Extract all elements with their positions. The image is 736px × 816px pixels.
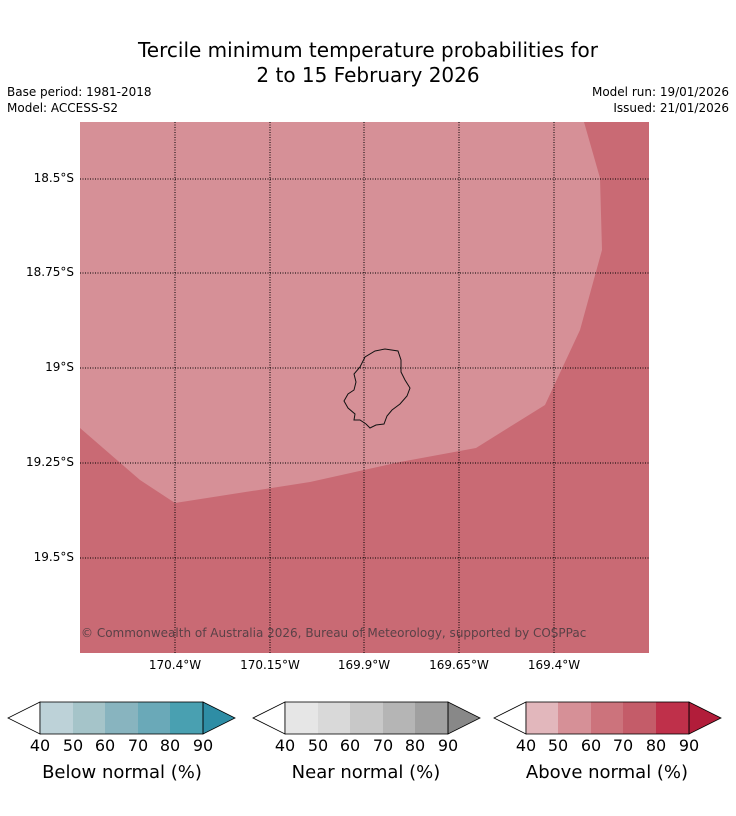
colorbar-swatch: [350, 702, 383, 734]
lat-label: 18.75°S: [26, 265, 74, 279]
colorbar-tick-label: 50: [547, 736, 569, 755]
colorbar-tick-label: 90: [437, 736, 459, 755]
colorbar-swatch: [591, 702, 623, 734]
colorbar-tick-label: 70: [127, 736, 149, 755]
colorbar-frame: [39, 701, 204, 735]
model-name: Model: ACCESS-S2: [7, 101, 119, 115]
lon-label: 170.15°W: [240, 658, 300, 672]
lon-label: 169.65°W: [429, 658, 489, 672]
lon-label: 170.4°W: [148, 658, 202, 672]
colorbar-frame: [284, 701, 449, 735]
colorbar-frame: [525, 701, 690, 735]
colorbar-swatch: [105, 702, 138, 734]
colorbar-swatch: [656, 702, 689, 734]
colorbar-swatch: [383, 702, 415, 734]
colorbar-lower-extension: [7, 701, 41, 735]
lon-label: 169.9°W: [337, 658, 391, 672]
lon-label: 169.4°W: [527, 658, 581, 672]
colorbar-tick-label: 40: [29, 736, 51, 755]
colorbar-label-below-normal: Below normal (%): [42, 762, 202, 783]
colorbar-tick-label: 60: [580, 736, 602, 755]
base-period: Base period: 1981-2018: [7, 85, 152, 99]
title-line-2: 2 to 15 February 2026: [256, 63, 480, 87]
colorbar-tick-label: 80: [404, 736, 426, 755]
colorbar-below-normal: [7, 701, 236, 735]
colorbar-lower-extension: [252, 701, 286, 735]
colorbar-tick-label: 60: [94, 736, 116, 755]
colorbar-swatch: [318, 702, 350, 734]
gridlines: [80, 122, 649, 653]
colorbar-tick-label: 80: [159, 736, 181, 755]
colorbar-tick-label: 50: [62, 736, 84, 755]
lat-label: 18.5°S: [33, 171, 74, 185]
colorbar-tick-label: 40: [515, 736, 537, 755]
colorbar-above-normal: [493, 701, 722, 735]
colorbar-tick-label: 70: [612, 736, 634, 755]
colorbar-tick-label: 90: [678, 736, 700, 755]
colorbar-tick-label: 70: [372, 736, 394, 755]
lat-label: 19°S: [45, 360, 74, 374]
colorbar-swatch: [415, 702, 448, 734]
model-run: Model run: 19/01/2026: [591, 85, 729, 99]
colorbar-swatch: [73, 702, 105, 734]
colorbar-tick-label: 80: [645, 736, 667, 755]
colorbar-swatch: [623, 702, 656, 734]
title-line-1: Tercile minimum temperature probabilitie…: [137, 38, 599, 62]
colorbar-tick-label: 90: [192, 736, 214, 755]
colorbar-label-above-normal: Above normal (%): [525, 762, 689, 783]
lat-label: 19.25°S: [26, 455, 74, 469]
region-above-normal-50-60: [80, 122, 602, 503]
colorbar-upper-extension: [202, 701, 236, 735]
colorbar-tick-label: 40: [274, 736, 296, 755]
meta-right: Model run: 19/01/2026 Issued: 21/01/2026: [592, 84, 729, 116]
colorbar-upper-extension: [447, 701, 481, 735]
colorbar-swatch: [40, 702, 73, 734]
island-outline: [343, 348, 411, 429]
map-title: Tercile minimum temperature probabilitie…: [0, 38, 736, 88]
meta-left: Base period: 1981-2018 Model: ACCESS-S2: [7, 84, 152, 116]
issued-date: Issued: 21/01/2026: [613, 101, 729, 115]
colorbar-upper-extension: [688, 701, 722, 735]
colorbar-swatch: [138, 702, 170, 734]
colorbar-swatch: [558, 702, 591, 734]
colorbar-near-normal: [252, 701, 481, 735]
colorbar-lower-extension: [493, 701, 527, 735]
copyright-notice: © Commonwealth of Australia 2026, Bureau…: [81, 626, 587, 640]
colorbar-swatch: [526, 702, 558, 734]
colorbar-tick-label: 50: [307, 736, 329, 755]
colorbar-swatch: [285, 702, 318, 734]
colorbar-label-near-normal: Near normal (%): [291, 762, 441, 783]
colorbar-swatch: [170, 702, 203, 734]
lat-label: 19.5°S: [33, 550, 74, 564]
colorbar-tick-label: 60: [339, 736, 361, 755]
